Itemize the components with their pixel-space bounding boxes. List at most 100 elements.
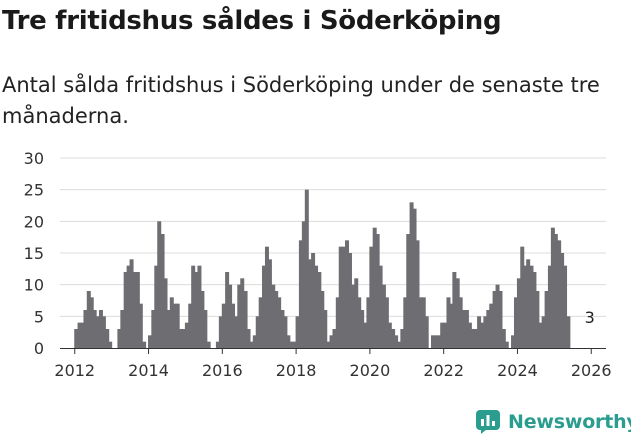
bar xyxy=(234,316,239,348)
bar xyxy=(221,303,226,348)
bar xyxy=(126,265,131,348)
y-tick-label: 10 xyxy=(24,276,44,295)
y-tick-label: 5 xyxy=(34,307,44,326)
bar xyxy=(264,246,269,348)
bar xyxy=(314,265,319,348)
bar xyxy=(86,291,91,348)
bar xyxy=(101,316,106,348)
bar xyxy=(495,284,500,348)
bar xyxy=(480,322,485,348)
x-axis-labels: 2012 2014 2016 2018 2020 2022 2024 2026 xyxy=(54,361,611,380)
bar xyxy=(535,291,540,348)
bar xyxy=(142,341,147,348)
bar xyxy=(341,246,346,348)
bar xyxy=(301,221,306,348)
bar xyxy=(166,310,171,348)
bar xyxy=(203,310,208,348)
bar xyxy=(520,246,525,348)
bar xyxy=(384,297,389,348)
bar xyxy=(440,322,445,348)
bar xyxy=(400,329,405,348)
bar xyxy=(354,278,359,348)
bar xyxy=(418,297,423,348)
bar xyxy=(437,335,442,348)
bar xyxy=(403,297,408,348)
bar xyxy=(387,322,392,348)
bar xyxy=(360,310,365,348)
y-tick-label: 20 xyxy=(24,212,44,231)
bar-chart: 0 5 10 15 20 25 30 2012 2014 2016 2018 2020 2022 202… xyxy=(24,149,612,380)
bar xyxy=(157,221,162,348)
chart-subtitle: Antal sålda fritidshus i Söderköping und… xyxy=(2,73,600,128)
bar xyxy=(516,278,521,348)
bar xyxy=(366,297,371,348)
bar xyxy=(206,341,211,348)
bar xyxy=(563,265,568,348)
bar xyxy=(231,303,236,348)
bar xyxy=(138,303,143,348)
bar xyxy=(123,272,128,348)
bar xyxy=(369,246,374,348)
bar xyxy=(347,253,352,348)
bar xyxy=(108,341,113,348)
x-tick-label: 2016 xyxy=(202,361,243,380)
bar xyxy=(430,335,435,348)
bar xyxy=(92,310,97,348)
bar xyxy=(74,329,79,348)
bar xyxy=(317,272,322,348)
bar xyxy=(289,341,294,348)
bar xyxy=(553,234,558,348)
bar xyxy=(464,310,469,348)
bar xyxy=(117,329,122,348)
bar xyxy=(483,316,488,348)
bar xyxy=(329,335,334,348)
bar xyxy=(406,234,411,348)
bar xyxy=(550,227,555,348)
bar xyxy=(148,335,153,348)
newsworthy-logo-icon xyxy=(476,410,500,434)
bar xyxy=(363,322,368,348)
bar xyxy=(246,329,251,348)
bar xyxy=(120,310,125,348)
bar xyxy=(320,291,325,348)
bar xyxy=(415,240,420,348)
bar xyxy=(274,291,279,348)
bar xyxy=(477,316,482,348)
bar xyxy=(197,265,202,348)
bar xyxy=(181,329,186,348)
bar xyxy=(378,265,383,348)
bar xyxy=(129,259,134,348)
bar xyxy=(255,316,260,348)
x-tick-label: 2012 xyxy=(54,361,95,380)
bar xyxy=(345,240,350,348)
bar xyxy=(526,259,531,348)
bar xyxy=(163,278,168,348)
bar xyxy=(280,310,285,348)
bar xyxy=(560,253,565,348)
bar xyxy=(372,227,377,348)
x-tick-label: 2020 xyxy=(350,361,391,380)
bar xyxy=(532,272,537,348)
bar xyxy=(154,265,159,348)
bars xyxy=(74,189,571,348)
bar xyxy=(80,322,85,348)
bar xyxy=(409,202,414,348)
bar xyxy=(529,265,534,348)
bar xyxy=(492,291,497,348)
bar xyxy=(271,284,276,348)
bar xyxy=(397,341,402,348)
x-axis xyxy=(60,348,606,354)
bar xyxy=(194,272,199,348)
bar xyxy=(89,297,94,348)
annotations: 3 xyxy=(585,308,595,327)
bar xyxy=(286,335,291,348)
y-tick-label: 30 xyxy=(24,149,44,168)
bar xyxy=(541,316,546,348)
bar xyxy=(169,297,174,348)
bar xyxy=(262,265,267,348)
bar xyxy=(433,335,438,348)
bar xyxy=(218,316,223,348)
bar xyxy=(544,291,549,348)
bar xyxy=(458,297,463,348)
bar xyxy=(566,316,571,348)
